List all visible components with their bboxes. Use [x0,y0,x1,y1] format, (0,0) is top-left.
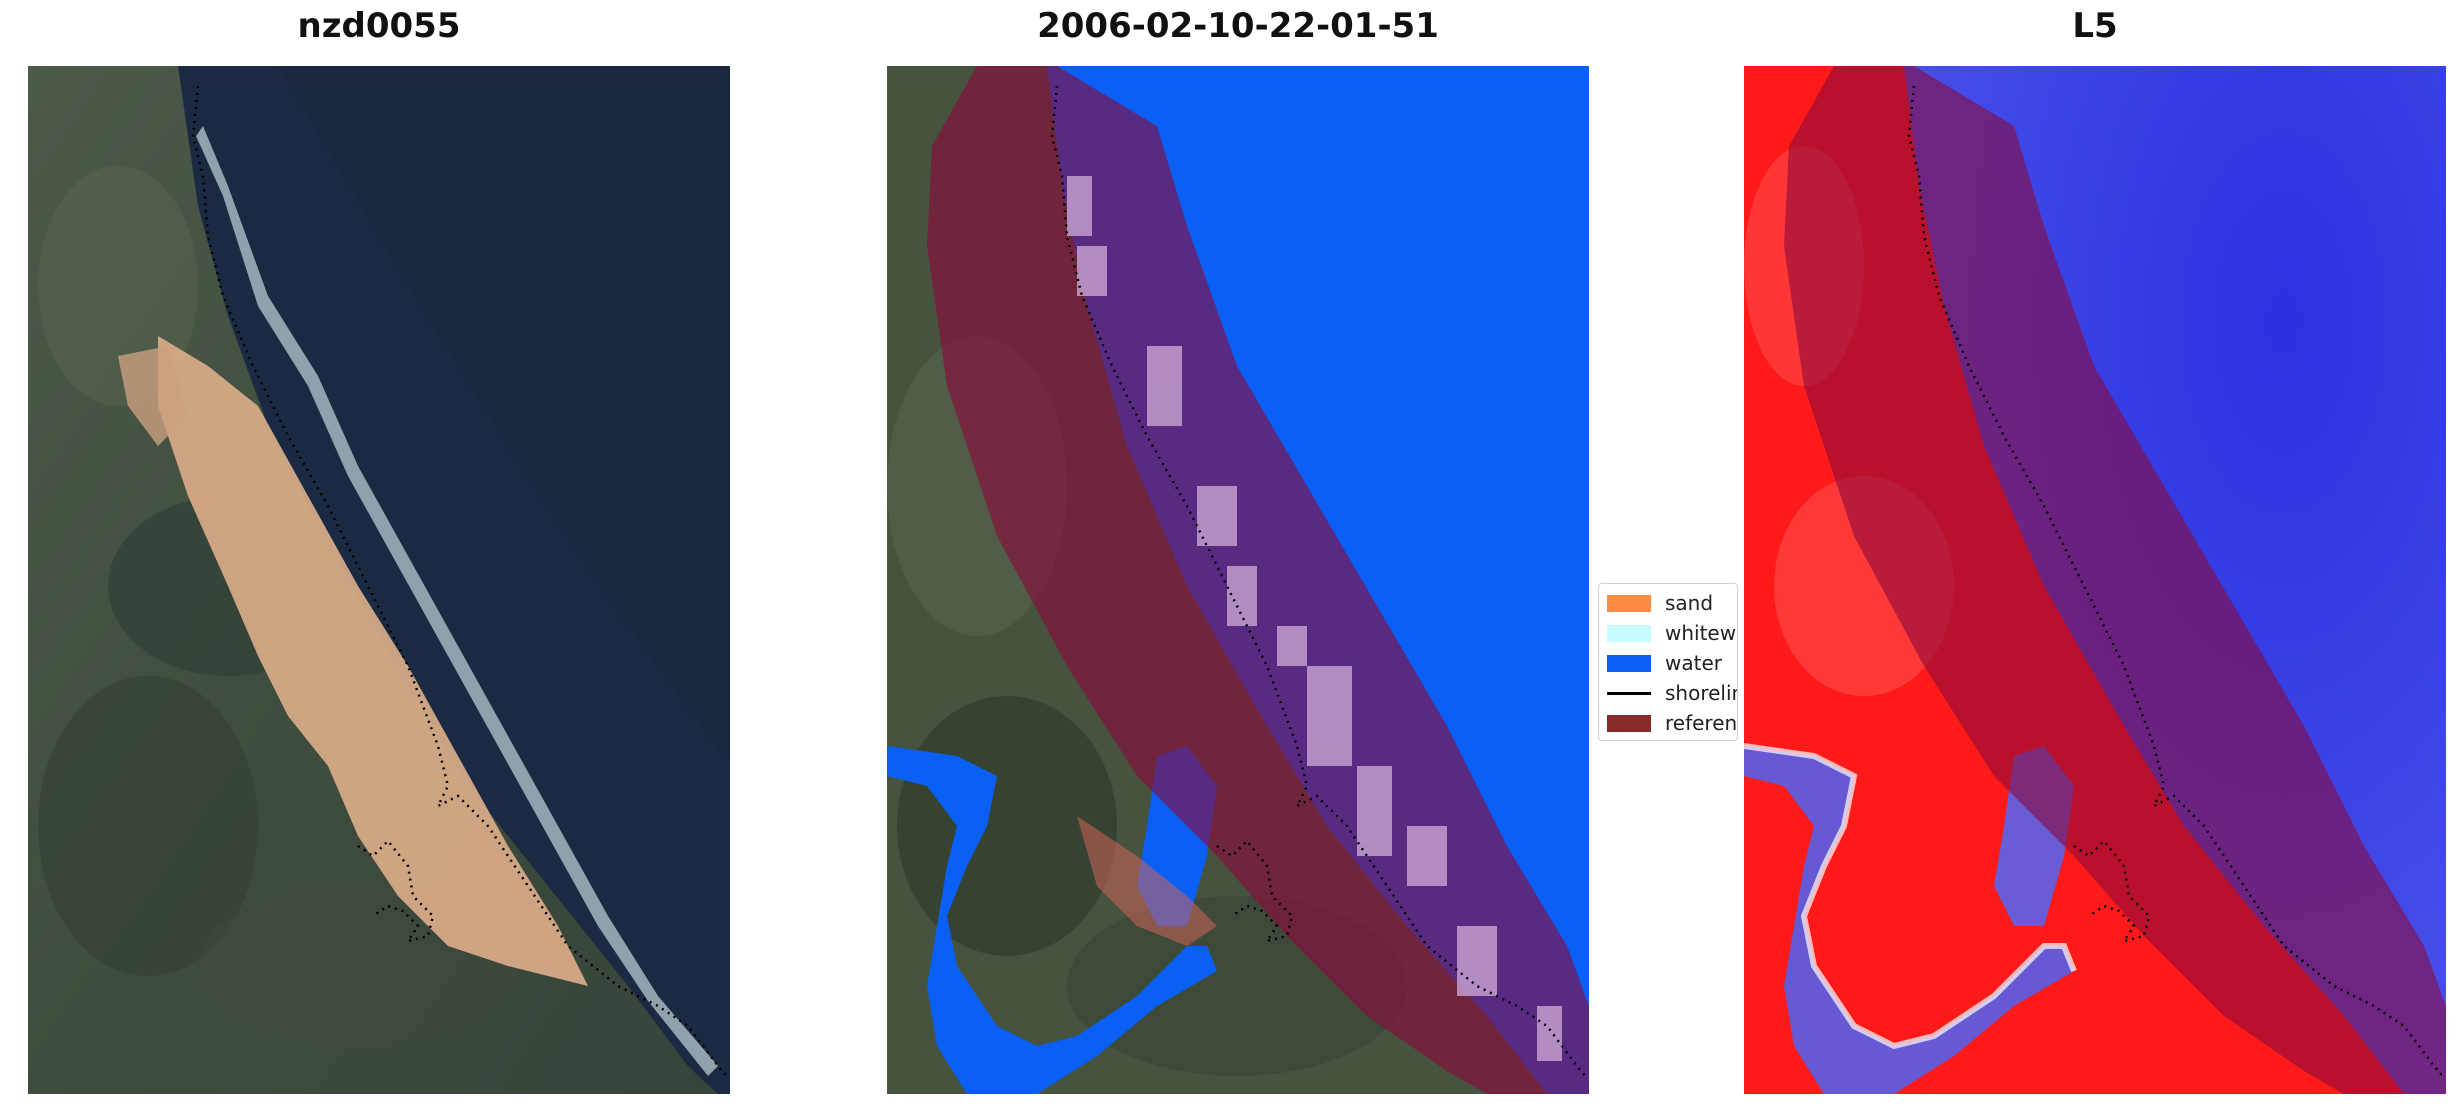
reference-swatch [1607,715,1651,732]
legend-label: water [1665,651,1722,675]
shoreline-line-swatch [1607,692,1651,695]
legend-item-sand: sand [1599,590,1737,616]
panel-title-rgb: nzd0055 [297,6,461,46]
index-map [1744,66,2446,1094]
legend-label: reference [1665,711,1738,735]
whitewater-swatch [1607,625,1651,642]
water-swatch [1607,655,1651,672]
sand-swatch [1607,595,1651,612]
legend-item-water: water [1599,650,1737,676]
rgb-satellite-image [28,66,730,1094]
legend-label: shoreline [1665,681,1737,705]
legend-item-shoreline: shoreline [1599,680,1737,706]
classified-image [887,66,1589,1094]
legend-label: whitewater [1665,621,1737,645]
legend-label: sand [1665,591,1714,615]
legend-item-whitewater: whitewater [1599,620,1737,646]
panel-title-classified: 2006-02-10-22-01-51 [1037,6,1439,46]
legend-item-reference: reference [1599,710,1738,736]
panel-title-index: L5 [2072,6,2118,46]
classification-legend: sand whitewater water shoreline referenc… [1598,583,1738,741]
